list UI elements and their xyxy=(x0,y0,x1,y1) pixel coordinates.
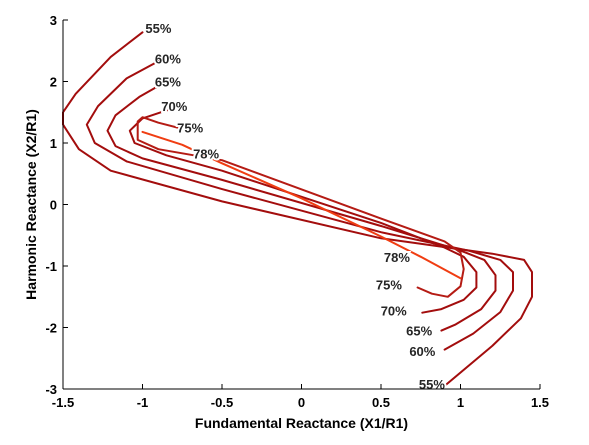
axes: -1.5 -1 -0.5 0 0.5 1 1.5 -3 -2 -1 0 1 2 3 xyxy=(45,13,549,410)
x-axis-label: Fundamental Reactance (X1/R1) xyxy=(195,415,408,431)
contour-line-4 xyxy=(136,116,465,298)
contour-label-4-1: 75% xyxy=(376,277,402,292)
y-tick-label-2: -1 xyxy=(45,259,57,274)
contour-label-5-1: 78% xyxy=(384,250,410,265)
contour-label-4-0: 75% xyxy=(177,121,203,136)
contour-label-1-0: 60% xyxy=(155,52,181,67)
contour-label-0-1: 55% xyxy=(419,377,445,392)
plot-area: 55% 55% 60% 60% 65% 65% 70% 70% 75% 75% 78% 78% xyxy=(62,19,533,394)
y-tick-label-1: -2 xyxy=(45,321,57,336)
contour-label-0-0: 55% xyxy=(145,21,171,36)
contour-label-1-1: 60% xyxy=(409,344,435,359)
x-tick-label-4: 0.5 xyxy=(372,395,390,410)
x-tick-label-3: 0 xyxy=(298,395,305,410)
contour-label-2-0: 65% xyxy=(155,75,181,90)
contour-label-3-0: 70% xyxy=(161,99,187,114)
y-axis-label: Harmonic Reactance (X2/R1) xyxy=(23,109,39,300)
x-tick-label-1: -1 xyxy=(137,395,149,410)
contour-line-0 xyxy=(62,31,533,387)
y-tick-label-3: 0 xyxy=(50,198,57,213)
y-tick-label-0: -3 xyxy=(45,382,57,397)
x-tick-label-2: -0.5 xyxy=(211,395,233,410)
x-tick-label-0: -1.5 xyxy=(52,395,74,410)
x-tick-label-6: 1.5 xyxy=(531,395,549,410)
contour-label-2-1: 65% xyxy=(406,324,432,339)
contour-line-5 xyxy=(141,130,462,280)
contour-label-5-0: 78% xyxy=(193,146,219,161)
y-tick-label-5: 2 xyxy=(50,75,57,90)
y-tick-label-4: 1 xyxy=(50,136,57,151)
contour-label-3-1: 70% xyxy=(381,303,407,318)
contour-line-3 xyxy=(128,105,478,314)
contour-line-2 xyxy=(106,82,497,332)
x-tick-label-5: 1 xyxy=(457,395,464,410)
y-tick-label-6: 3 xyxy=(50,13,57,28)
contour-line-1 xyxy=(85,60,514,351)
